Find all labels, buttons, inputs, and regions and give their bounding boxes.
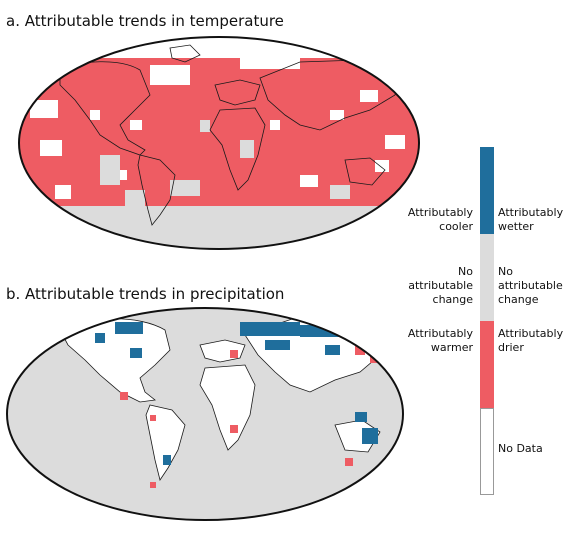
legend-swatch-top: [480, 147, 494, 234]
antarctic-no-change-region: [19, 206, 419, 249]
legend-label: change: [498, 293, 539, 306]
legend-label: drier: [498, 341, 524, 354]
legend-label: attributable: [408, 279, 473, 292]
panel-a-title: a. Attributable trends in temperature: [6, 12, 284, 30]
wetter-cells-b: [95, 322, 378, 465]
legend-precip-nochange: No attributable change: [498, 265, 563, 307]
legend-swatch-middle: [480, 234, 494, 321]
legend-temp-nochange: No attributable change: [408, 265, 473, 307]
legend-label: Attributably: [498, 327, 564, 340]
legend-label: Attributably: [407, 327, 473, 340]
legend-label: cooler: [439, 220, 473, 233]
legend-label: Attributably: [498, 206, 564, 219]
legend-label: Attributably: [407, 206, 473, 219]
legend-label: change: [432, 293, 473, 306]
legend-temp-warmer: Attributably warmer: [408, 327, 473, 355]
map-frame-b: [6, 307, 404, 521]
panel-b-title: b. Attributable trends in precipitation: [6, 285, 285, 303]
legend-label: No Data: [498, 442, 543, 455]
legend-label: No: [458, 265, 473, 278]
legend-label: warmer: [430, 341, 473, 354]
legend-swatch-nodata: [480, 408, 494, 495]
legend-nodata: No Data: [498, 442, 543, 456]
warming-region: [19, 58, 419, 210]
legend-label: No: [498, 265, 513, 278]
legend-label: wetter: [498, 220, 534, 233]
legend-precip-drier: Attributably drier: [498, 327, 563, 355]
legend-temp-cooler: Attributably cooler: [408, 206, 473, 234]
legend-swatch-bottom: [480, 321, 494, 408]
legend-label: attributable: [498, 279, 563, 292]
no-change-cells-a: [100, 120, 350, 208]
legend-precip-wetter: Attributably wetter: [498, 206, 563, 234]
map-frame-a: [18, 36, 420, 250]
